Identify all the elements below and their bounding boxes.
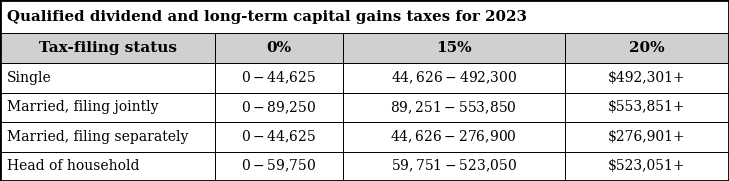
Text: Tax-filing status: Tax-filing status	[39, 41, 176, 55]
Text: Head of household: Head of household	[7, 159, 140, 173]
Text: 0%: 0%	[266, 41, 292, 55]
Text: 20%: 20%	[629, 41, 665, 55]
Text: $492,301+: $492,301+	[608, 71, 686, 85]
Text: 15%: 15%	[436, 41, 472, 55]
Text: $89,251 - $553,850: $89,251 - $553,850	[391, 99, 517, 116]
Bar	[565, 63, 729, 93]
Text: $0 - $44,625: $0 - $44,625	[241, 70, 316, 86]
Bar	[343, 33, 565, 63]
Bar	[343, 93, 565, 122]
Text: Married, filing separately: Married, filing separately	[7, 130, 189, 144]
Bar	[343, 122, 565, 152]
Bar	[343, 63, 565, 93]
Text: $276,901+: $276,901+	[608, 130, 686, 144]
Text: $553,851+: $553,851+	[608, 100, 686, 114]
Bar	[0, 152, 215, 181]
Bar	[0, 0, 729, 33]
Bar	[343, 152, 565, 181]
Bar	[215, 122, 343, 152]
Bar	[215, 152, 343, 181]
Text: $0 - $89,250: $0 - $89,250	[241, 99, 316, 116]
Text: Qualified dividend and long-term capital gains taxes for 2023: Qualified dividend and long-term capital…	[7, 10, 527, 24]
Text: $0 - $59,750: $0 - $59,750	[241, 158, 316, 174]
Bar	[565, 93, 729, 122]
Text: $523,051+: $523,051+	[608, 159, 686, 173]
Bar	[0, 63, 215, 93]
Text: Married, filing jointly: Married, filing jointly	[7, 100, 159, 114]
Bar	[215, 33, 343, 63]
Bar	[0, 122, 215, 152]
Text: $44,626 - $492,300: $44,626 - $492,300	[391, 70, 517, 86]
Text: $44,626 - $276,900: $44,626 - $276,900	[391, 129, 517, 145]
Bar	[215, 63, 343, 93]
Bar	[565, 33, 729, 63]
Text: $59,751 - $523,050: $59,751 - $523,050	[391, 158, 517, 174]
Text: $0 - $44,625: $0 - $44,625	[241, 129, 316, 145]
Bar	[565, 122, 729, 152]
Bar	[0, 33, 215, 63]
Text: Single: Single	[7, 71, 52, 85]
Bar	[215, 93, 343, 122]
Bar	[565, 152, 729, 181]
Bar	[0, 93, 215, 122]
